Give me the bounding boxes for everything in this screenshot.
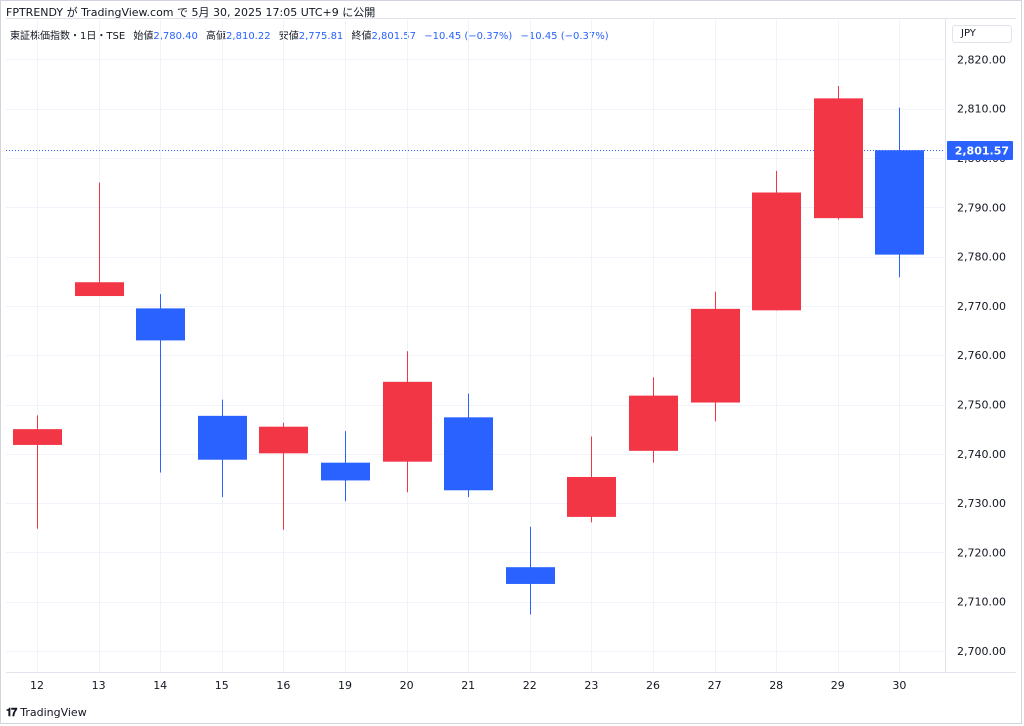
x-tick-label: 21 bbox=[461, 679, 475, 692]
candle-body bbox=[13, 429, 62, 445]
x-tick-label: 19 bbox=[338, 679, 352, 692]
open-value: 2,780.40 bbox=[153, 31, 198, 42]
x-tick-label: 20 bbox=[400, 679, 414, 692]
x-tick-label: 26 bbox=[646, 679, 660, 692]
y-tick-label: 2,780.00 bbox=[957, 251, 1006, 264]
y-tick-label: 2,770.00 bbox=[957, 300, 1006, 313]
close-value: 2,801.57 bbox=[371, 31, 417, 42]
candle-body bbox=[383, 381, 432, 462]
y-tick-label: 2,760.00 bbox=[957, 349, 1006, 362]
x-tick-label: 16 bbox=[276, 679, 290, 692]
last-price-badge bbox=[947, 141, 1013, 160]
high-label: 高値 bbox=[206, 31, 227, 42]
x-tick-label: 22 bbox=[523, 679, 537, 692]
close-label: 終値 bbox=[351, 31, 372, 42]
tradingview-logo-icon: 𝟏𝟕 bbox=[6, 706, 17, 719]
x-tick-label: 15 bbox=[215, 679, 229, 692]
high-value: 2,810.22 bbox=[226, 31, 271, 42]
x-tick-label: 30 bbox=[892, 679, 906, 692]
candle-body bbox=[198, 415, 247, 460]
candle-body bbox=[567, 476, 616, 517]
currency-button[interactable]: JPY bbox=[952, 25, 1012, 43]
candle-body bbox=[875, 150, 924, 255]
candle-body bbox=[629, 395, 678, 451]
low-value: 2,775.81 bbox=[298, 31, 344, 42]
candle-body bbox=[75, 282, 124, 297]
candle-body bbox=[321, 462, 370, 481]
y-tick-label: 2,790.00 bbox=[957, 201, 1006, 214]
x-tick-label: 13 bbox=[92, 679, 106, 692]
x-tick-label: 12 bbox=[30, 679, 44, 692]
x-tick-label: 14 bbox=[153, 679, 167, 692]
x-tick-label: 29 bbox=[831, 679, 845, 692]
y-tick-label: 2,740.00 bbox=[957, 448, 1006, 461]
symbol-label[interactable]: 東証株価指数・1日・TSE bbox=[10, 31, 126, 42]
y-tick-label: 2,750.00 bbox=[957, 399, 1006, 412]
y-tick-label: 2,710.00 bbox=[957, 596, 1006, 609]
y-tick-label: 2,720.00 bbox=[957, 546, 1006, 559]
y-tick-label: 2,810.00 bbox=[957, 103, 1006, 116]
candle-body bbox=[691, 308, 740, 403]
y-tick-label: 2,820.00 bbox=[957, 53, 1006, 66]
candle-body bbox=[752, 192, 801, 311]
last-price-label: 2,801.57 bbox=[955, 145, 1009, 158]
low-label: 安値 bbox=[278, 31, 299, 42]
x-tick-label: 28 bbox=[769, 679, 783, 692]
change-value-2: −10.45 (−0.37%) bbox=[520, 31, 609, 42]
candle-body bbox=[444, 417, 493, 491]
candle-body bbox=[259, 426, 308, 454]
tradingview-brand[interactable]: 𝟏𝟕 TradingView bbox=[6, 706, 87, 720]
y-tick-label: 2,730.00 bbox=[957, 497, 1006, 510]
brand-name: TradingView bbox=[20, 706, 87, 719]
open-label: 始値 bbox=[133, 31, 154, 42]
candle-body bbox=[814, 98, 863, 219]
candle-body bbox=[506, 567, 555, 584]
candle-body bbox=[136, 308, 185, 341]
publish-attribution: FPTRENDY が TradingView.com で 5月 30, 2025… bbox=[6, 6, 376, 19]
x-tick-label: 23 bbox=[584, 679, 598, 692]
y-tick-label: 2,700.00 bbox=[957, 645, 1006, 658]
x-tick-label: 27 bbox=[708, 679, 722, 692]
